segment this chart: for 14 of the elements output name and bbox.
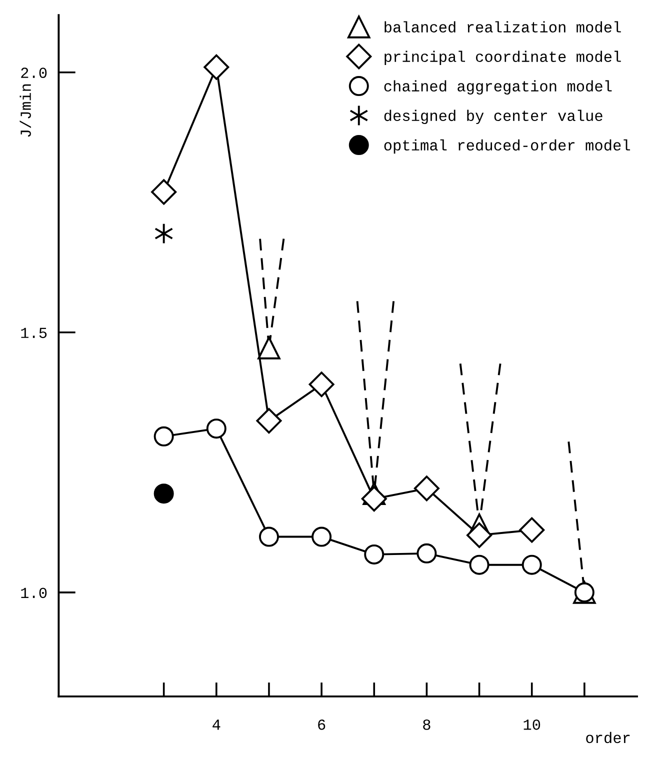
legend-label: balanced realization model (384, 21, 621, 33)
y-axis-title: J/Jmin (20, 84, 31, 137)
x-axis-title: order (586, 732, 630, 744)
y-tick-label: 1.0 (21, 588, 47, 598)
x-tick-label: 10 (524, 720, 540, 730)
legend-label: principal coordinate model (384, 50, 621, 66)
legend-label: designed by center value (384, 110, 602, 124)
x-tick-label: 8 (423, 720, 430, 730)
y-tick-label: 1.5 (21, 328, 47, 338)
legend-label: optimal reduced-order model (384, 139, 630, 154)
legend-label: chained aggregation model (384, 80, 612, 95)
y-tick-label: 2.0 (21, 68, 47, 78)
x-tick-label: 4 (212, 720, 220, 730)
x-tick-label: 6 (318, 720, 326, 730)
